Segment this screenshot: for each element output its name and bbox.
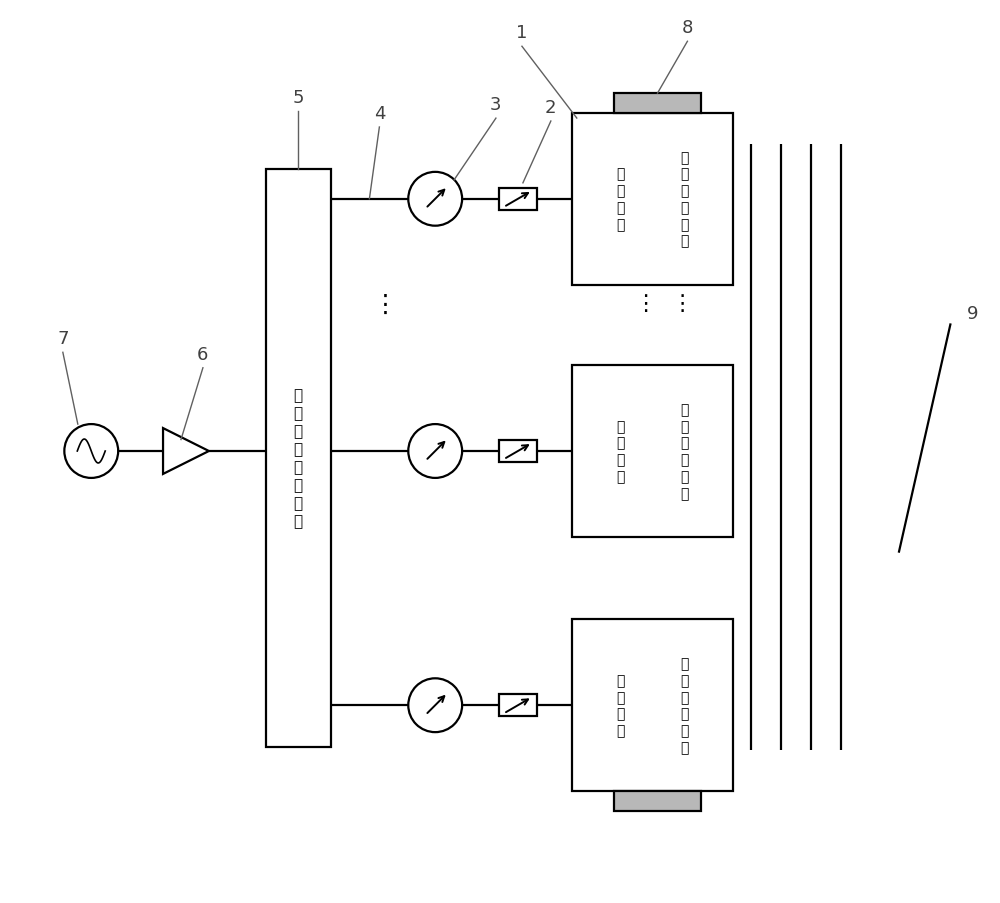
Circle shape	[408, 424, 462, 479]
Text: 天
线
模
块: 天 线 模 块	[616, 167, 624, 232]
Text: ⋮  ⋮: ⋮ ⋮	[635, 294, 694, 314]
Text: 天
线
模
块: 天 线 模 块	[616, 419, 624, 484]
Text: 3: 3	[490, 96, 502, 114]
Text: 超
宽
带
紧
耦
合: 超 宽 带 紧 耦 合	[681, 151, 689, 248]
Text: 5: 5	[292, 89, 304, 107]
Bar	[499, 189, 537, 210]
Text: 7: 7	[57, 330, 69, 348]
Bar	[572, 366, 733, 537]
Text: 6: 6	[197, 346, 209, 363]
Bar	[614, 94, 701, 114]
Bar	[572, 619, 733, 791]
Text: 超
宽
带
多
级
功
分
器: 超 宽 带 多 级 功 分 器	[294, 388, 303, 529]
Bar	[572, 114, 733, 285]
Text: ⋮: ⋮	[373, 293, 398, 316]
Circle shape	[408, 678, 462, 732]
Bar	[499, 694, 537, 716]
Text: 9: 9	[967, 305, 978, 323]
Circle shape	[64, 424, 118, 479]
Text: 4: 4	[374, 105, 385, 123]
Text: 1: 1	[516, 24, 528, 42]
Bar	[266, 170, 331, 748]
Bar	[499, 441, 537, 462]
Text: 超
宽
带
紧
耦
合: 超 宽 带 紧 耦 合	[681, 656, 689, 754]
Circle shape	[408, 172, 462, 227]
Text: 天
线
模
块: 天 线 模 块	[616, 674, 624, 738]
Text: 超
宽
带
紧
耦
合: 超 宽 带 紧 耦 合	[681, 403, 689, 500]
Polygon shape	[163, 429, 209, 474]
Text: 8: 8	[682, 19, 693, 37]
Bar	[614, 791, 701, 811]
Text: 2: 2	[545, 99, 557, 116]
